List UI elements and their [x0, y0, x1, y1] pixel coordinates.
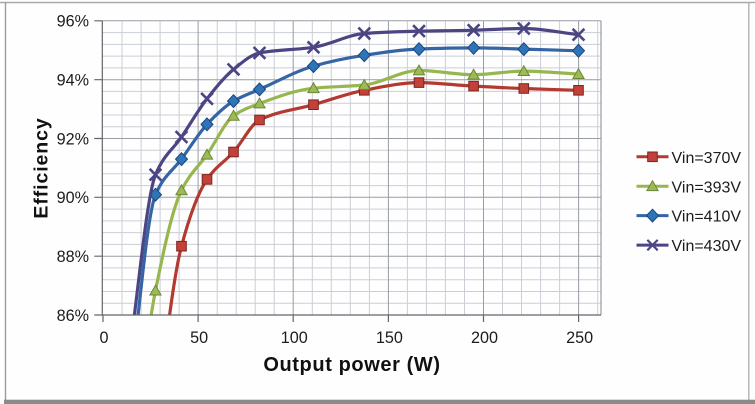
- svg-text:Efficiency: Efficiency: [31, 117, 53, 218]
- svg-text:Output power (W): Output power (W): [263, 354, 440, 376]
- svg-text:0: 0: [99, 329, 108, 347]
- svg-text:86%: 86%: [57, 307, 89, 325]
- svg-text:90%: 90%: [57, 189, 89, 207]
- svg-text:94%: 94%: [57, 72, 89, 90]
- svg-text:Vin=430V: Vin=430V: [672, 238, 742, 255]
- svg-text:96%: 96%: [57, 13, 89, 31]
- svg-text:200: 200: [471, 329, 498, 347]
- svg-text:100: 100: [281, 329, 308, 347]
- svg-text:Vin=370V: Vin=370V: [672, 150, 742, 167]
- svg-text:150: 150: [376, 329, 403, 347]
- svg-text:50: 50: [190, 329, 208, 347]
- svg-text:Vin=410V: Vin=410V: [672, 209, 742, 226]
- svg-text:Vin=393V: Vin=393V: [672, 179, 742, 196]
- svg-text:250: 250: [566, 329, 593, 347]
- svg-text:88%: 88%: [57, 248, 89, 266]
- svg-text:92%: 92%: [57, 130, 89, 148]
